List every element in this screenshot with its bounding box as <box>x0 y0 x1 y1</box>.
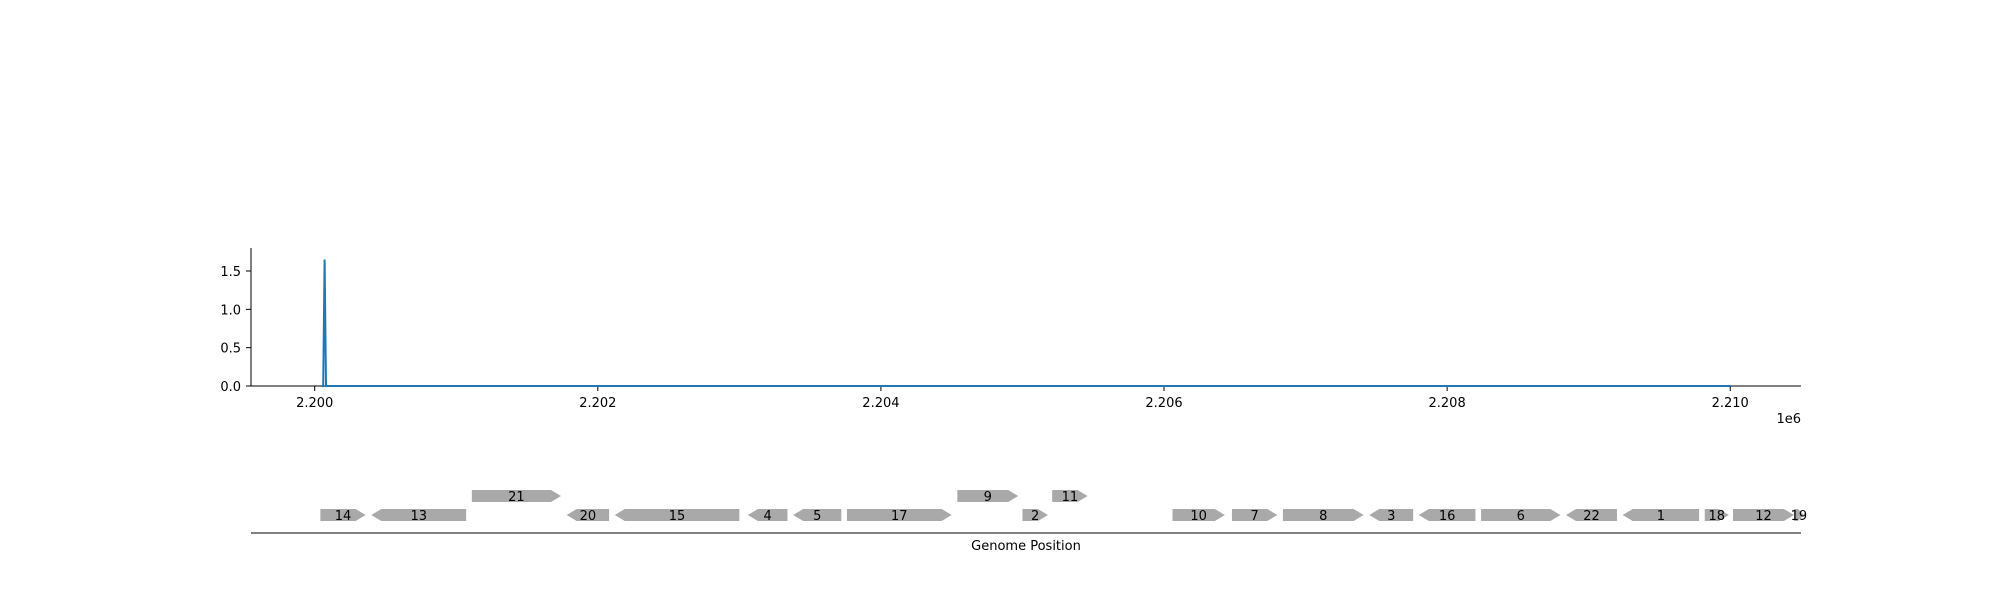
y-tick-label: 1.5 <box>220 265 241 280</box>
gene-label: 1 <box>1657 509 1665 524</box>
series-layer <box>321 259 1731 387</box>
genes-layer: 14 13 21 20 15 4 5 17 9 2 11 10 7 8 3 16 6 22 1 18 12 19 <box>320 490 1807 524</box>
x-axis-ticks: 2.200 2.202 2.204 2.206 2.208 2.210 <box>296 386 1749 411</box>
gene-label: 15 <box>669 509 686 524</box>
gene-arrow <box>1481 509 1561 521</box>
coverage-plot: 0.00.51.01.5 2.200 2.202 2.204 2.206 2.208 2.… <box>220 248 1801 427</box>
gene-label: 10 <box>1190 509 1207 524</box>
gene-label: 16 <box>1439 509 1456 524</box>
gene-label: 5 <box>813 509 821 524</box>
gene-label: 4 <box>764 509 772 524</box>
x-tick-label: 2.204 <box>862 396 899 411</box>
gene-arrow <box>1369 509 1414 521</box>
gene-arrow <box>1733 509 1794 521</box>
y-tick-label: 0.0 <box>220 380 241 395</box>
gene-label: 2 <box>1031 509 1039 524</box>
coverage-series-line <box>321 259 1731 387</box>
gene-label: 3 <box>1387 509 1395 524</box>
gene-arrow <box>957 490 1019 502</box>
gene-label: 6 <box>1517 509 1525 524</box>
gene-label: 21 <box>508 490 525 505</box>
gene-label: 17 <box>891 509 908 524</box>
gene-arrow <box>1622 509 1700 521</box>
gene-arrow <box>1282 509 1364 521</box>
gene-arrow <box>471 490 561 502</box>
gene-arrow <box>371 509 467 521</box>
gene-label: 13 <box>410 509 427 524</box>
gene-arrow <box>1704 509 1729 521</box>
x-tick-label: 2.206 <box>1145 396 1182 411</box>
gene-label: 11 <box>1062 490 1079 505</box>
gene-label: 20 <box>580 509 597 524</box>
x-tick-label: 2.210 <box>1712 396 1749 411</box>
gene-arrow <box>1172 509 1225 521</box>
y-axis-ticks: 0.0 0.5 1.0 1.5 <box>220 265 251 395</box>
gene-arrow <box>1231 509 1278 521</box>
gene-arrow <box>320 509 366 521</box>
x-tick-label: 2.208 <box>1429 396 1466 411</box>
gene-arrow <box>846 509 952 521</box>
gene-track-xlabel: Genome Position <box>971 539 1081 554</box>
gene-arrow <box>566 509 610 521</box>
x-tick-label: 2.200 <box>296 396 333 411</box>
gene-arrow <box>1793 509 1804 521</box>
gene-arrow <box>1052 490 1088 502</box>
gene-label: 19 <box>1791 509 1808 524</box>
gene-arrow <box>614 509 740 521</box>
x-tick-label: 2.202 <box>579 396 616 411</box>
gene-arrow <box>747 509 788 521</box>
gene-arrow <box>1418 509 1476 521</box>
gene-arrow <box>793 509 842 521</box>
gene-label: 7 <box>1250 509 1258 524</box>
x-axis-offset-label: 1e6 <box>1776 412 1801 427</box>
y-tick-label: 1.0 <box>220 303 241 318</box>
gene-label: 12 <box>1755 509 1772 524</box>
gene-label: 18 <box>1709 509 1726 524</box>
gene-arrow <box>1566 509 1617 521</box>
gene-label: 14 <box>335 509 352 524</box>
gene-label: 8 <box>1319 509 1327 524</box>
gene-label: 22 <box>1583 509 1600 524</box>
gene-arrow <box>1022 509 1048 521</box>
y-tick-label: 0.5 <box>220 342 241 357</box>
gene-label: 9 <box>984 490 992 505</box>
gene-track: 14 13 21 20 15 4 5 17 9 2 11 10 7 8 3 16 6 22 1 18 12 19 Geno… <box>251 490 1807 554</box>
